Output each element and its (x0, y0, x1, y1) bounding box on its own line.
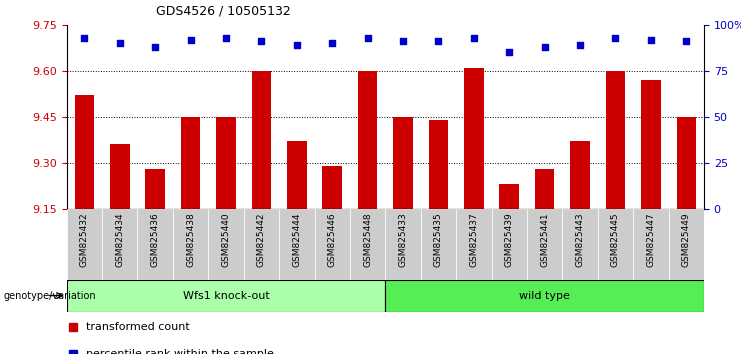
Text: Wfs1 knock-out: Wfs1 knock-out (182, 291, 270, 301)
Bar (598, 209, 633, 280)
Bar (393, 117, 413, 209)
Bar (456, 209, 491, 280)
Bar (605, 71, 625, 209)
Text: GSM825443: GSM825443 (576, 212, 585, 267)
Text: GSM825445: GSM825445 (611, 212, 620, 267)
Bar (216, 117, 236, 209)
Bar (633, 209, 668, 280)
Bar (499, 184, 519, 209)
Point (503, 50, 515, 55)
Bar (138, 209, 173, 280)
Text: GSM825437: GSM825437 (469, 212, 479, 267)
Bar (181, 117, 200, 209)
Point (539, 44, 551, 50)
Bar (385, 209, 421, 280)
Bar (67, 209, 102, 280)
Bar (145, 169, 165, 209)
Point (79, 35, 90, 40)
Bar (75, 95, 94, 209)
Text: GSM825448: GSM825448 (363, 212, 372, 267)
Point (680, 39, 692, 44)
Text: genotype/variation: genotype/variation (4, 291, 96, 301)
Point (291, 42, 303, 48)
Bar (279, 209, 314, 280)
Bar (102, 209, 138, 280)
Bar (421, 209, 456, 280)
Bar (562, 209, 598, 280)
Bar (464, 68, 484, 209)
Point (149, 44, 161, 50)
Bar (244, 209, 279, 280)
Text: GSM825439: GSM825439 (505, 212, 514, 267)
Point (326, 40, 338, 46)
Point (433, 39, 445, 44)
Bar (322, 166, 342, 209)
Point (610, 35, 622, 40)
Text: GSM825449: GSM825449 (682, 212, 691, 267)
Text: GDS4526 / 10505132: GDS4526 / 10505132 (156, 5, 290, 18)
Text: GSM825447: GSM825447 (646, 212, 655, 267)
Point (397, 39, 409, 44)
Point (645, 37, 657, 42)
Text: GSM825436: GSM825436 (150, 212, 160, 267)
Bar (358, 71, 377, 209)
Bar (571, 141, 590, 209)
Bar (385, 280, 704, 312)
Text: GSM825434: GSM825434 (116, 212, 124, 267)
Bar (110, 144, 130, 209)
Text: GSM825446: GSM825446 (328, 212, 336, 267)
Point (362, 35, 373, 40)
Bar (173, 209, 208, 280)
Text: GSM825440: GSM825440 (222, 212, 230, 267)
Point (468, 35, 479, 40)
Bar (350, 209, 385, 280)
Bar (287, 141, 307, 209)
Point (220, 35, 232, 40)
Text: GSM825435: GSM825435 (434, 212, 443, 267)
Bar (668, 209, 704, 280)
Text: GSM825441: GSM825441 (540, 212, 549, 267)
Bar (314, 209, 350, 280)
Bar (67, 280, 385, 312)
Text: GSM825438: GSM825438 (186, 212, 195, 267)
Point (185, 37, 196, 42)
Bar (208, 209, 244, 280)
Text: GSM825442: GSM825442 (257, 212, 266, 267)
Point (574, 42, 586, 48)
Bar (491, 209, 527, 280)
Text: percentile rank within the sample: percentile rank within the sample (86, 349, 273, 354)
Bar (527, 209, 562, 280)
Text: GSM825433: GSM825433 (399, 212, 408, 267)
Text: wild type: wild type (519, 291, 570, 301)
Text: GSM825444: GSM825444 (292, 212, 302, 267)
Point (256, 39, 268, 44)
Bar (535, 169, 554, 209)
Point (114, 40, 126, 46)
Bar (677, 117, 696, 209)
Bar (252, 71, 271, 209)
Bar (641, 80, 660, 209)
Bar (429, 120, 448, 209)
Text: transformed count: transformed count (86, 322, 190, 332)
Text: GSM825432: GSM825432 (80, 212, 89, 267)
